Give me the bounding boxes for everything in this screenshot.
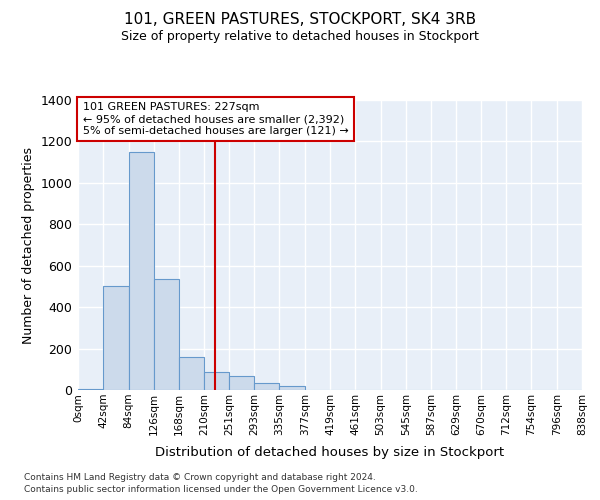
Bar (229, 376, 254, 390)
Bar (205, 372, 229, 390)
Bar (128, 152, 154, 390)
Text: 101, GREEN PASTURES, STOCKPORT, SK4 3RB: 101, GREEN PASTURES, STOCKPORT, SK4 3RB (124, 12, 476, 28)
Y-axis label: Number of detached properties: Number of detached properties (22, 146, 35, 344)
Text: Contains public sector information licensed under the Open Government Licence v3: Contains public sector information licen… (24, 485, 418, 494)
Text: Contains HM Land Registry data © Crown copyright and database right 2024.: Contains HM Land Registry data © Crown c… (24, 472, 376, 482)
Bar (179, 357, 205, 390)
Text: Size of property relative to detached houses in Stockport: Size of property relative to detached ho… (121, 30, 479, 43)
Bar (280, 386, 305, 390)
X-axis label: Distribution of detached houses by size in Stockport: Distribution of detached houses by size … (155, 446, 505, 459)
Bar (254, 383, 280, 390)
Bar (103, 286, 128, 390)
Text: 101 GREEN PASTURES: 227sqm
← 95% of detached houses are smaller (2,392)
5% of se: 101 GREEN PASTURES: 227sqm ← 95% of deta… (83, 102, 349, 136)
Bar (78, 389, 103, 390)
Bar (154, 279, 179, 390)
